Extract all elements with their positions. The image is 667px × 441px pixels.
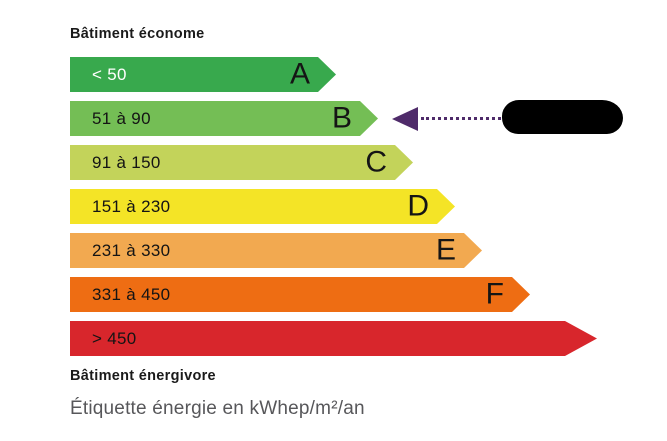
class-letter: F (485, 276, 504, 310)
range-label: 151 à 230 (92, 196, 171, 216)
class-letter: A (289, 56, 310, 90)
energy-bar-row-e: 231 à 330 E (70, 233, 482, 268)
range-label: 331 à 450 (92, 284, 171, 304)
class-letter: D (407, 188, 429, 222)
range-label: > 450 (92, 328, 137, 348)
redacted-value-scribble (502, 100, 623, 134)
range-label: 231 à 330 (92, 240, 171, 260)
energy-bar-row-g: > 450 (70, 321, 597, 356)
class-letter: B (331, 100, 352, 134)
energy-bar-row-b: 51 à 90 B (70, 101, 378, 136)
class-letter: E (435, 232, 456, 266)
range-label: < 50 (92, 64, 127, 84)
label-batiment-econome: Bâtiment économe (70, 26, 205, 42)
selected-class-arrow-icon (392, 107, 418, 131)
energy-scale: < 50 A 51 à 90 B 91 à 150 C 151 à 230 D … (70, 57, 597, 356)
energy-bar-row-c: 91 à 150 C (70, 145, 413, 180)
class-letter: C (365, 144, 387, 178)
figure-caption: Étiquette énergie en kWhep/m²/an (70, 398, 365, 419)
energy-bar-row-d: 151 à 230 D (70, 189, 455, 224)
label-batiment-energivore: Bâtiment énergivore (70, 368, 216, 384)
dotted-connector-line (421, 117, 501, 120)
energy-bar-row-f: 331 à 450 F (70, 277, 530, 312)
range-label: 91 à 150 (92, 152, 161, 172)
energy-bar-row-a: < 50 A (70, 57, 336, 92)
range-label: 51 à 90 (92, 108, 151, 128)
